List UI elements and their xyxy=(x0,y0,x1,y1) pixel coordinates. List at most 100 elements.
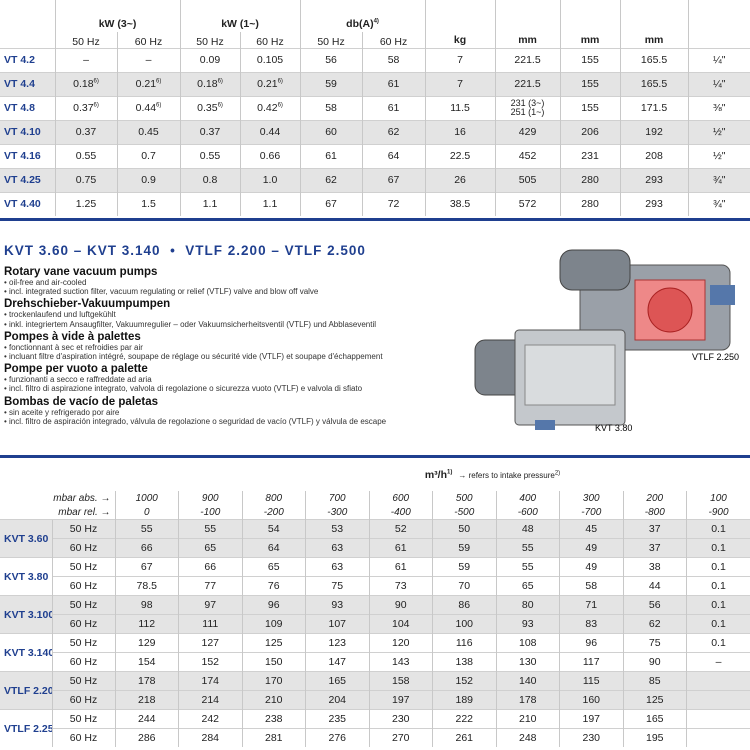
row-label: VT 4.4 xyxy=(0,71,55,96)
data-row: KVT 3.140 50 Hz 129 127 125 123 120 116 108 96 75 0… xyxy=(0,633,750,672)
cell-text: 165.5 xyxy=(640,78,668,90)
cell-text: 214 xyxy=(201,694,220,706)
block-heading: Drehschieber-Vakuumpumpen xyxy=(4,298,171,311)
cell-line: 251 (1~) xyxy=(510,107,545,117)
cell: 67 xyxy=(299,191,363,216)
block: Bombas de vacío de paletas • sin aceite y… xyxy=(4,396,474,426)
cell-text: 100 xyxy=(455,618,474,630)
cell-text: VT 4.8 xyxy=(4,102,35,114)
cell: 7 xyxy=(424,47,496,72)
data-row: VTLF 2.20050 Hz 178 174 170 165 158 152 140 115 8… xyxy=(0,671,750,710)
cell-text: 165 xyxy=(328,675,347,687)
spec-table: kW (3~) kW (1~) db(A)4) kg mm mm mm 50 Hz 60 Hz 5… xyxy=(0,0,750,216)
cell-text: 26 xyxy=(454,174,466,186)
cell: 178 xyxy=(495,690,560,710)
unit: m³/h1) xyxy=(425,469,453,481)
cell-text: 0.09 xyxy=(199,54,221,66)
cell-text: 78.5 xyxy=(136,580,157,592)
bullet: • incl. filtro di aspirazione integrato,… xyxy=(4,384,474,393)
cell: 221.5 xyxy=(494,47,561,72)
cell: 116 xyxy=(432,633,496,653)
mbar-value: 600 xyxy=(368,491,433,505)
cell-text: 0.42 xyxy=(257,102,278,114)
data-row: 60 Hz 286 284 281 276 270 261 248 230 195 xyxy=(0,728,750,747)
cell-text: VT 4.2 xyxy=(4,54,35,66)
cell: 50 xyxy=(432,519,496,539)
cell-text: – xyxy=(145,54,152,66)
cell: 192 xyxy=(619,119,689,144)
bullet-text: sin aceite y refrigerado por aire xyxy=(9,407,120,417)
cell-text: 107 xyxy=(328,618,347,630)
cell: 0.426) xyxy=(239,95,301,120)
cell-text: 0.55 xyxy=(199,150,221,162)
cell-text: 0.44 xyxy=(135,102,157,114)
row-label: VT 4.10 xyxy=(0,119,55,144)
mbar-value: -600 xyxy=(495,505,560,520)
cell: 112 xyxy=(114,614,179,634)
cell: 65 xyxy=(495,576,560,596)
header-cell xyxy=(687,0,750,48)
cell: 38 xyxy=(622,557,687,577)
cell-text: 76 xyxy=(267,580,280,592)
cell: 123 xyxy=(305,633,369,653)
cell: 0.45 xyxy=(116,119,181,144)
cell-text: m³/h xyxy=(424,468,448,481)
cell-text: ½" xyxy=(713,126,726,138)
cell: 61 xyxy=(368,538,433,558)
cell-text: 60 Hz xyxy=(134,35,163,48)
cell-text: 62 xyxy=(387,126,400,138)
cell: 96 xyxy=(559,633,623,653)
cell: 16 xyxy=(424,119,496,144)
cell-text: 222 xyxy=(455,713,474,725)
subheader-cell: 50 Hz xyxy=(299,32,363,48)
cell-text: 0.45 xyxy=(138,126,159,138)
cell-text: 248 xyxy=(518,732,537,744)
cell: 90 xyxy=(622,652,687,672)
cell: 230 xyxy=(559,728,623,747)
subheader-cell: 60 Hz xyxy=(239,32,301,48)
cell-text: 93 xyxy=(521,618,534,630)
cell: ½" xyxy=(687,143,750,168)
cell: 0.186) xyxy=(179,71,241,96)
cell-text: 0.37 xyxy=(75,126,97,138)
cell: 138 xyxy=(432,652,496,672)
bullet-text: incluant filtre d'aspiration intégré, so… xyxy=(9,352,383,362)
cell-text: 280 xyxy=(581,198,599,210)
cell: 85 xyxy=(622,671,687,691)
cell-text: 63 xyxy=(331,542,344,554)
cell-text: 0.37 xyxy=(73,102,94,114)
cell: 49 xyxy=(559,538,623,558)
mbar-value: 100 xyxy=(686,491,750,505)
cell-text: 197 xyxy=(391,694,410,706)
cell-text: 59 xyxy=(458,542,471,554)
cell-text: 117 xyxy=(582,656,600,668)
cell: 67 xyxy=(361,167,426,192)
cell-text: 75 xyxy=(648,637,661,649)
cell-text: 0.1 xyxy=(711,599,726,611)
cell-text: 62 xyxy=(325,174,337,186)
cell: 0.1 xyxy=(686,595,750,615)
cell: 155 xyxy=(559,47,621,72)
cell: 100 xyxy=(432,614,496,634)
cell: 59 xyxy=(432,538,496,558)
cell-text: 86 xyxy=(458,599,471,611)
cell-text: 52 xyxy=(394,523,407,535)
cell-text: 192 xyxy=(645,126,663,138)
model-name: KVT 3.140 xyxy=(0,633,52,672)
cell-text: 125 xyxy=(645,694,664,706)
mbar-value: 700 xyxy=(305,491,369,505)
cell: 429 xyxy=(494,119,561,144)
cell-text: 104 xyxy=(391,618,410,630)
cell-text: 130 xyxy=(518,656,537,668)
footnote: 6) xyxy=(156,102,162,109)
cell: 59 xyxy=(299,71,363,96)
cell: 66 xyxy=(114,538,179,558)
cell-text: ¼" xyxy=(713,54,726,66)
data-row: 60 Hz 66 65 64 63 61 59 55 49 37 0.1 xyxy=(0,538,750,558)
cell-text: 505 xyxy=(518,174,537,186)
cell-text: 230 xyxy=(391,713,410,725)
cell-text: 140 xyxy=(518,675,537,687)
mbar-value: 900 xyxy=(178,491,242,505)
cell: 125 xyxy=(622,690,687,710)
cell-text: 59 xyxy=(325,78,337,90)
